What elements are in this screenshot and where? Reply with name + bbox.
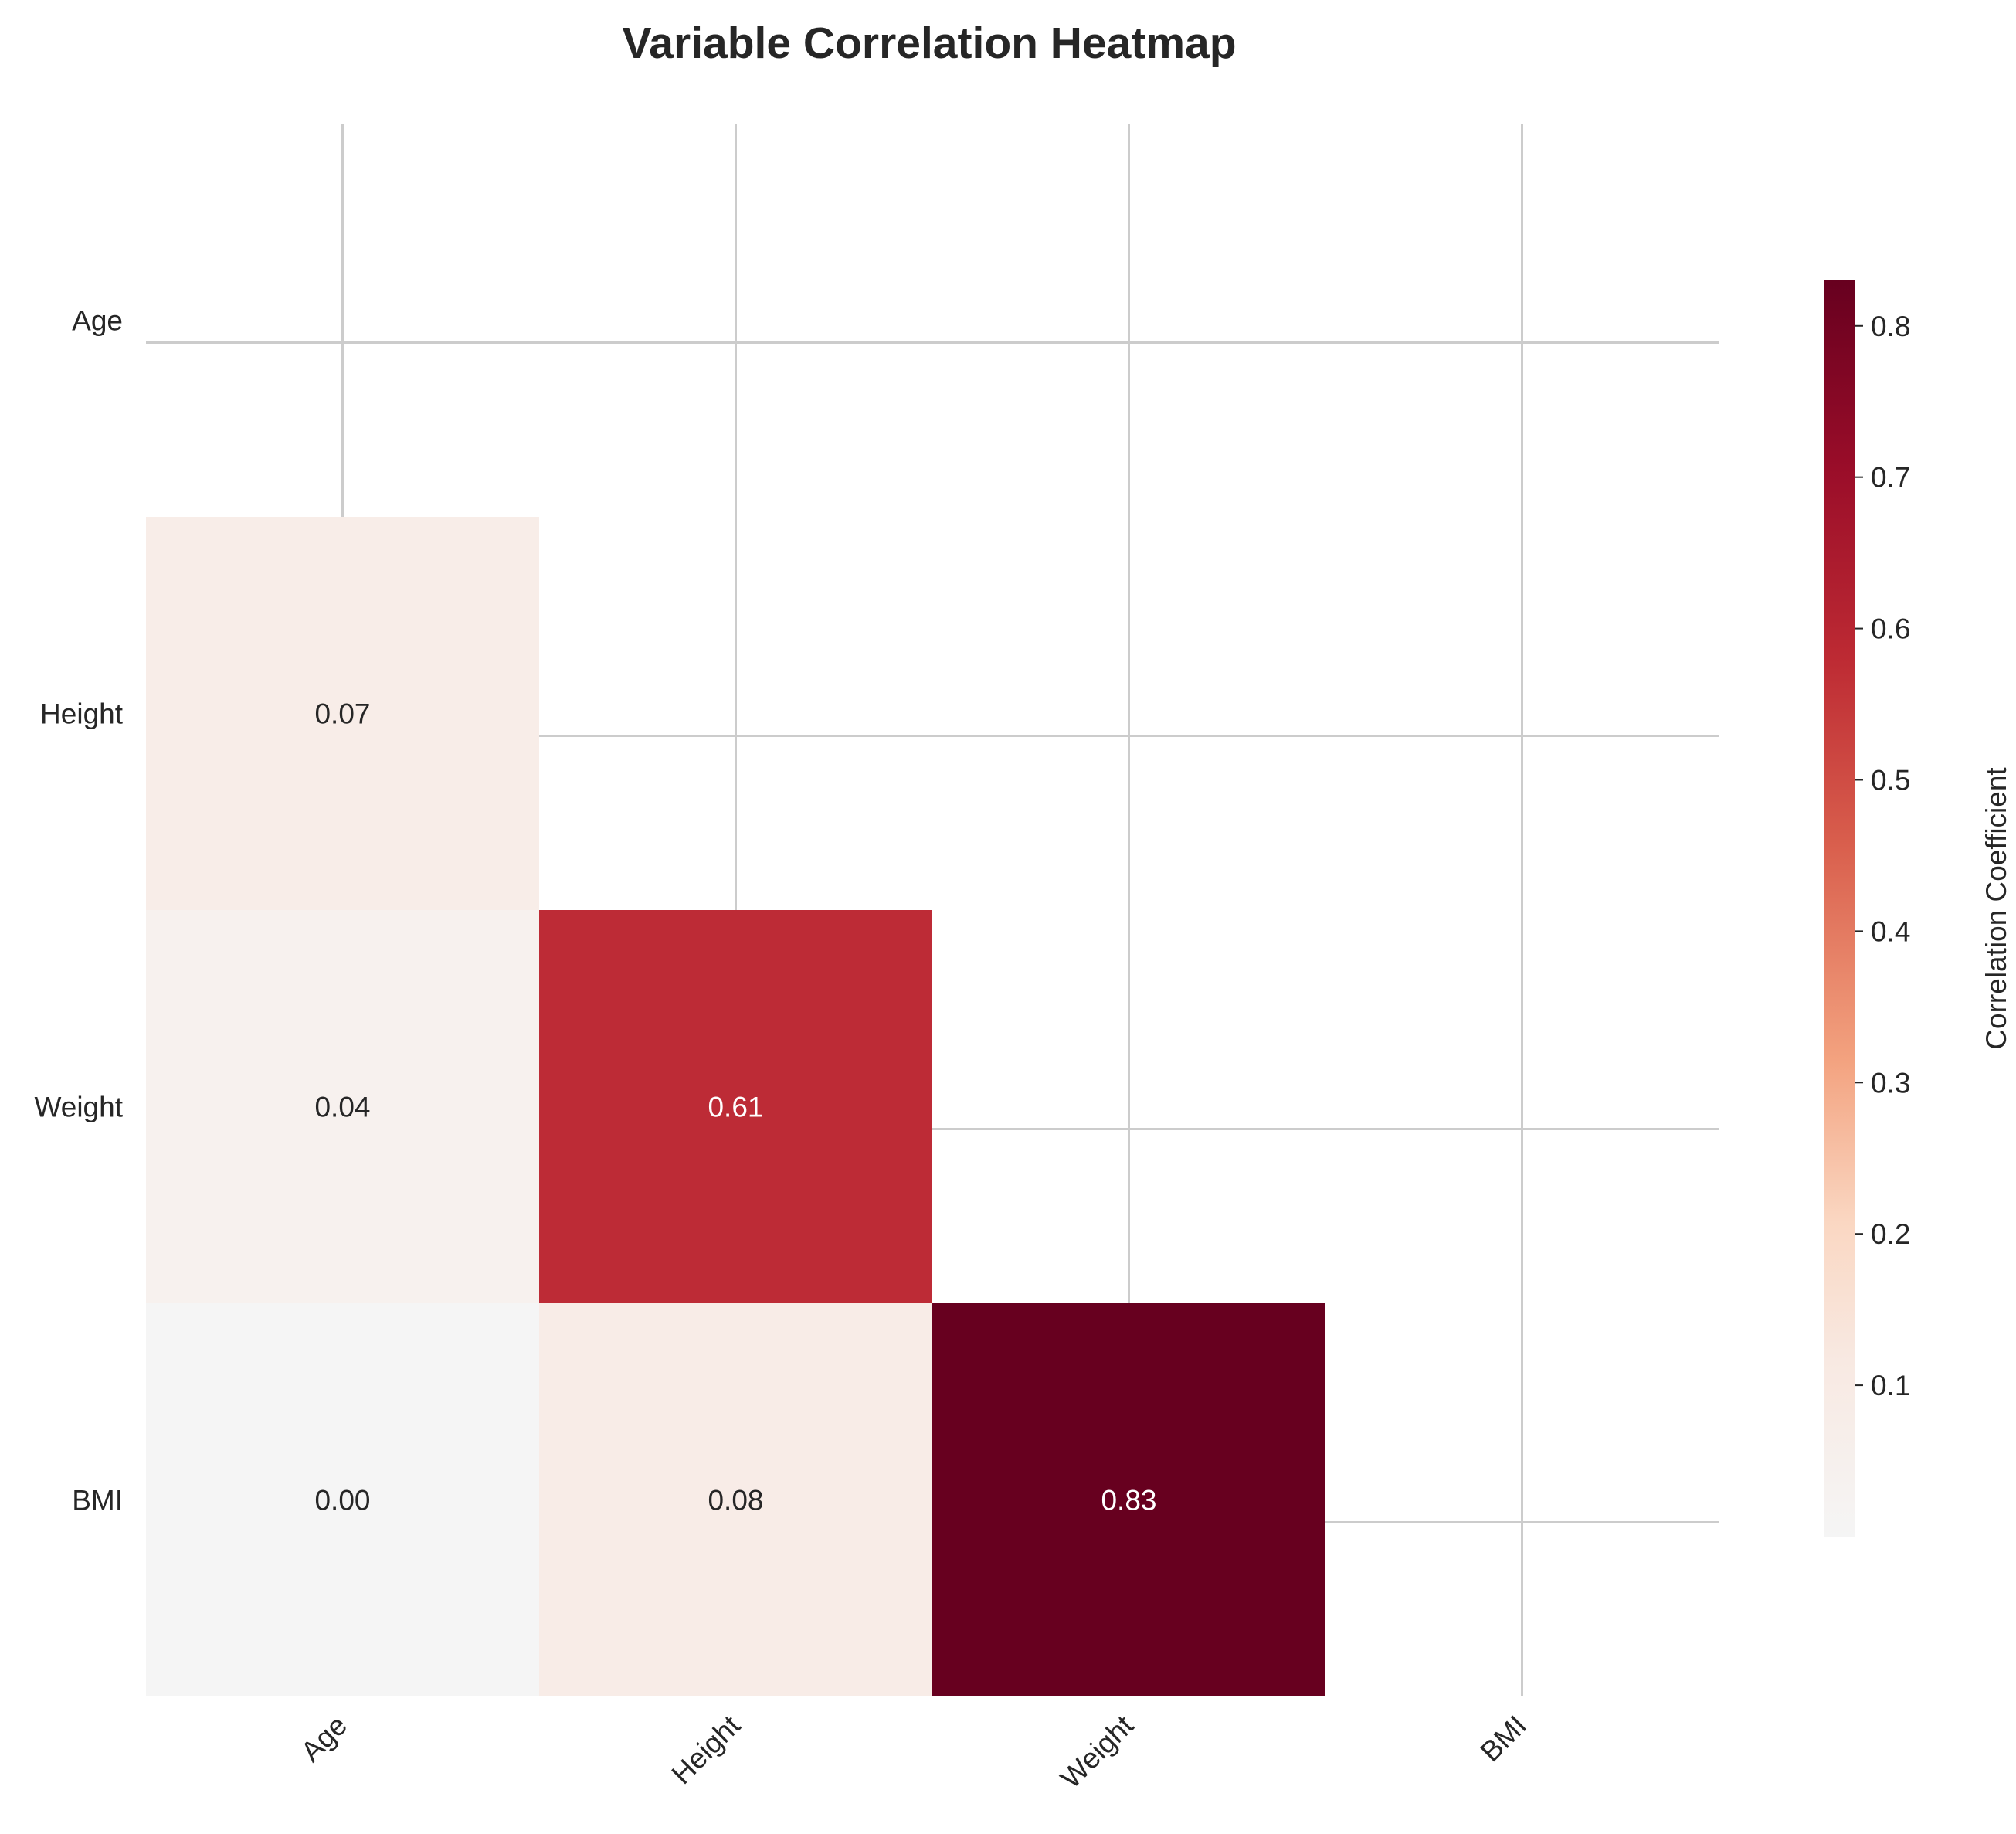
- y-tick-label: Height: [40, 698, 124, 730]
- colorbar-tick-label: 0.2: [1871, 1218, 1910, 1250]
- colorbar-gradient: [1824, 280, 1855, 1537]
- heatmap-cell: [146, 1303, 539, 1696]
- cell-value-label: 0.83: [1101, 1485, 1156, 1516]
- cell-value-label: 0.61: [708, 1092, 763, 1123]
- heatmap-cell: [539, 910, 932, 1303]
- colorbar: 0.1 0.2 0.3 0.4 0.5 0.6 0.7 0.8 Correlation Coe…: [1824, 280, 2012, 1537]
- y-tick-label: Weight: [35, 1092, 124, 1123]
- colorbar-tick-label: 0.1: [1871, 1370, 1910, 1401]
- x-tick-label: Height: [666, 1709, 747, 1790]
- heatmap-cell: [932, 1303, 1325, 1696]
- heatmap-cell: [146, 517, 539, 910]
- colorbar-ticks: 0.1 0.2 0.3 0.4 0.5 0.6 0.7 0.8: [1855, 311, 1910, 1401]
- heatmap-cell: [539, 1303, 932, 1696]
- x-tick-label: BMI: [1475, 1710, 1533, 1768]
- y-tick-label: BMI: [72, 1485, 123, 1516]
- colorbar-tick-label: 0.4: [1871, 915, 1910, 947]
- colorbar-tick-label: 0.7: [1871, 462, 1910, 494]
- y-axis-tick-labels: Age Height Weight BMI: [35, 305, 124, 1516]
- colorbar-tick-label: 0.6: [1871, 613, 1910, 645]
- cell-value-labels: 0.07 0.04 0.61 0.00 0.08 0.83: [314, 698, 1156, 1516]
- cell-value-label: 0.08: [708, 1485, 763, 1516]
- heatmap-cells: [146, 517, 1325, 1696]
- colorbar-tick-label: 0.5: [1871, 764, 1910, 796]
- cell-value-label: 0.07: [314, 698, 370, 730]
- cell-value-label: 0.00: [314, 1485, 370, 1516]
- x-axis-tick-labels: Age Height Weight BMI: [295, 1709, 1533, 1794]
- colorbar-label: Correlation Coefficient: [1980, 767, 2012, 1050]
- colorbar-tick-label: 0.3: [1871, 1067, 1910, 1099]
- cell-value-label: 0.04: [314, 1092, 370, 1123]
- y-tick-label: Age: [72, 305, 123, 337]
- colorbar-tick-label: 0.8: [1871, 311, 1910, 342]
- x-tick-label: Weight: [1054, 1709, 1139, 1794]
- x-tick-label: Age: [295, 1710, 354, 1768]
- chart-title: Variable Correlation Heatmap: [622, 19, 1236, 68]
- heatmap-cell: [146, 910, 539, 1303]
